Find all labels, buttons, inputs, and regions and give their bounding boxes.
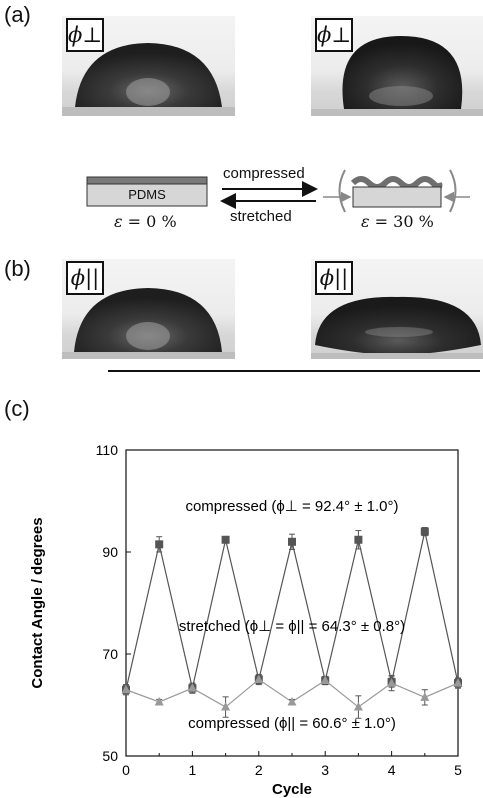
droplet-parallel-compressed xyxy=(311,296,483,359)
strain-symbol: ε xyxy=(361,212,370,231)
droplet-perpendicular-compressed xyxy=(311,36,483,116)
y-tick-label: 110 xyxy=(96,442,119,458)
x-tick-label: 3 xyxy=(321,762,329,778)
x-tick-label: 1 xyxy=(189,762,197,778)
data-point-triangle xyxy=(221,702,231,711)
data-point-triangle xyxy=(154,696,164,706)
x-axis-label: Cycle xyxy=(272,781,312,798)
data-point-triangle xyxy=(254,674,264,683)
strain-value: = 30 % xyxy=(369,212,434,231)
annotation-label: compressed (ϕ|| = 60.6° ± 1.0°) xyxy=(188,715,396,732)
annotation-label: stretched (ϕ⊥ = ϕ|| = 64.3° ± 0.8°) xyxy=(179,618,405,635)
compressed-label: compressed xyxy=(223,165,305,182)
data-point-square xyxy=(155,540,164,549)
data-point-triangle xyxy=(387,678,397,687)
data-point-triangle xyxy=(320,675,330,685)
data-point-square xyxy=(221,535,230,544)
data-point-triangle xyxy=(453,678,463,687)
panel-label-b: (b) xyxy=(4,256,31,281)
data-point-square xyxy=(288,537,296,546)
strain-schematic: PDMS compressed stretched ε = 0 % ε = 30… xyxy=(0,160,483,240)
droplet-perpendicular-relaxed xyxy=(62,43,235,116)
data-point-triangle xyxy=(420,692,430,701)
phi-parallel-label: ϕ|| xyxy=(66,261,104,295)
phi-perpendicular-label: ϕ⊥ xyxy=(66,18,104,52)
strain-right: ε = 30 % xyxy=(361,212,434,231)
annotation-label: compressed (ϕ⊥ = 92.4° ± 1.0°) xyxy=(185,498,398,515)
y-tick-label: 70 xyxy=(102,646,118,662)
data-point-triangle xyxy=(121,684,131,694)
panel-label-a: (a) xyxy=(4,2,31,27)
contact-angle-chart: 0 1 2 3 4 5 50 70 90 110 compressed (ϕ⊥ = 92.4° ±… xyxy=(29,442,463,798)
droplet-photo-a-right: ϕ⊥ xyxy=(311,16,483,116)
y-axis-label: Contact Angle / degrees xyxy=(29,517,46,688)
film-layer xyxy=(86,176,208,185)
series-line xyxy=(125,531,459,690)
plot-frame xyxy=(125,449,459,757)
pdms-label: PDMS xyxy=(128,187,166,202)
pdms-substrate xyxy=(86,183,208,207)
wrinkled-film xyxy=(350,176,443,190)
phi-perpendicular-label: ϕ⊥ xyxy=(315,18,353,52)
stretched-label: stretched xyxy=(230,208,292,225)
right-bracket xyxy=(449,169,457,213)
panel-label-c: (c) xyxy=(4,396,30,421)
strain-value: = 0 % xyxy=(122,212,177,231)
droplet-photo-a-left: ϕ⊥ xyxy=(62,16,235,116)
x-tick-label: 0 xyxy=(122,762,130,778)
data-point-triangle xyxy=(187,683,197,692)
compressed-substrate xyxy=(352,186,442,208)
annotation-layer: compressed (ϕ⊥ = 92.4° ± 1.0°) stretched … xyxy=(179,498,405,732)
droplet-parallel-relaxed xyxy=(62,288,235,359)
droplet-photo-b-left: ϕ|| xyxy=(62,259,235,359)
strain-symbol: ε xyxy=(114,212,123,231)
x-tick-label: 2 xyxy=(255,762,263,778)
schematic-drawing xyxy=(86,169,470,213)
phi-parallel-label: ϕ|| xyxy=(315,261,353,295)
data-point-triangle xyxy=(287,696,297,706)
data-point-triangle xyxy=(353,702,363,711)
y-tick-label: 50 xyxy=(102,748,118,764)
left-bracket xyxy=(338,169,346,213)
x-tick-label: 4 xyxy=(388,762,396,778)
series-layer xyxy=(121,527,463,719)
x-tick-label: 5 xyxy=(454,762,462,778)
axis-layer: 0 1 2 3 4 5 50 70 90 110 xyxy=(96,442,462,778)
droplet-photo-b-right: ϕ|| xyxy=(311,259,483,359)
section-divider xyxy=(108,370,480,372)
data-point-square xyxy=(420,527,429,536)
data-point-square xyxy=(354,535,363,544)
y-tick-label: 90 xyxy=(102,544,118,560)
strain-left: ε = 0 % xyxy=(114,212,177,231)
